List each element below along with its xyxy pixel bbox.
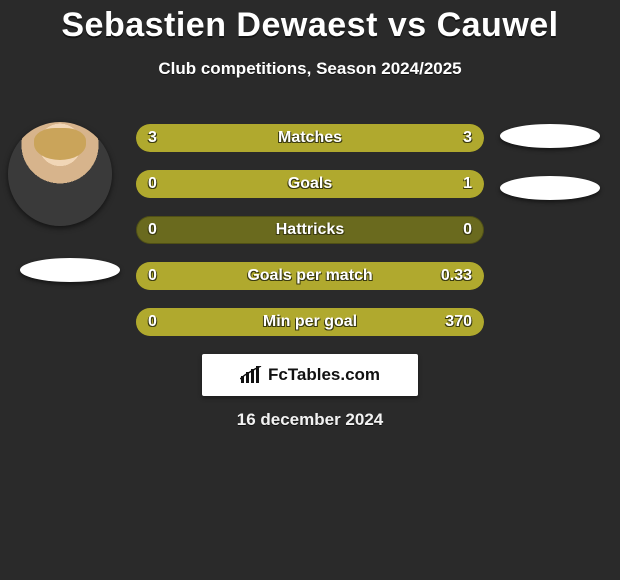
bar-goals: 0 Goals 1 (136, 170, 484, 198)
bar-label: Goals (136, 170, 484, 198)
bar-chart-icon (240, 366, 262, 384)
bar-label: Goals per match (136, 262, 484, 290)
player-right-flag (500, 124, 600, 148)
player-left-avatar (8, 122, 112, 226)
bar-value-right: 1 (463, 170, 472, 198)
bar-goals-per-match: 0 Goals per match 0.33 (136, 262, 484, 290)
bar-value-right: 0 (463, 216, 472, 244)
comparison-card: Sebastien Dewaest vs Cauwel Club competi… (0, 0, 620, 580)
brand-text: FcTables.com (268, 365, 380, 385)
bar-value-right: 0.33 (441, 262, 472, 290)
player-left-flag (20, 258, 120, 282)
bar-value-right: 370 (445, 308, 472, 336)
bar-value-right: 3 (463, 124, 472, 152)
page-title: Sebastien Dewaest vs Cauwel (0, 0, 620, 45)
comparison-bars: 3 Matches 3 0 Goals 1 0 Hattricks 0 0 Go… (136, 124, 484, 354)
bar-matches: 3 Matches 3 (136, 124, 484, 152)
brand-badge: FcTables.com (202, 354, 418, 396)
player-right-avatar-placeholder (500, 176, 600, 200)
bar-label: Hattricks (136, 216, 484, 244)
bar-label: Min per goal (136, 308, 484, 336)
bar-hattricks: 0 Hattricks 0 (136, 216, 484, 244)
bar-min-per-goal: 0 Min per goal 370 (136, 308, 484, 336)
bar-label: Matches (136, 124, 484, 152)
page-subtitle: Club competitions, Season 2024/2025 (0, 59, 620, 79)
footer-date: 16 december 2024 (0, 410, 620, 430)
